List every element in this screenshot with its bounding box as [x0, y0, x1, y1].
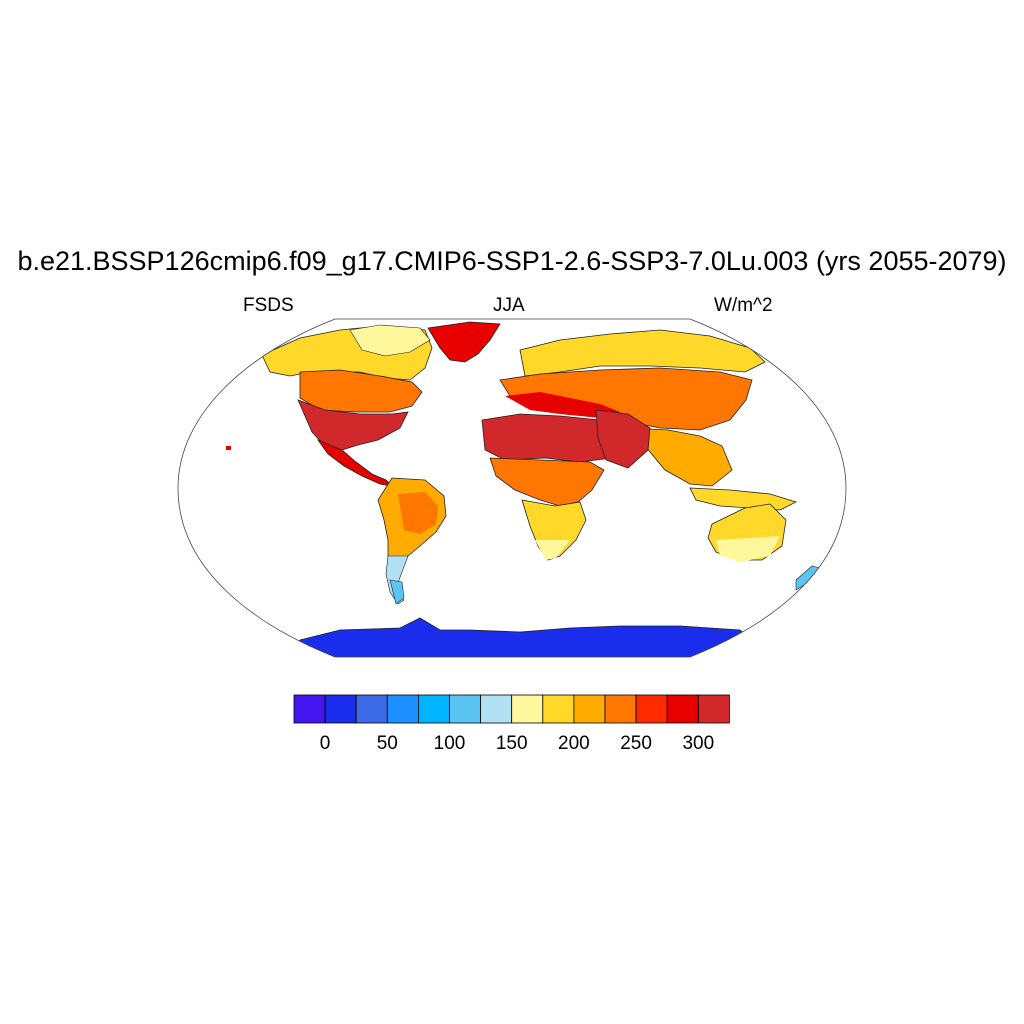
colorbar-tick-label: 100: [434, 733, 466, 754]
colorbar-box: [666, 694, 699, 724]
colorbar-box: [604, 694, 637, 724]
colorbar-labels: 0 50 100 150 200 250 300: [320, 733, 714, 754]
colorbar-box: [511, 694, 544, 724]
greenland: [427, 321, 501, 363]
south-africa-tip: [535, 540, 570, 560]
variable-label: FSDS: [243, 295, 294, 316]
south-asia: [629, 427, 733, 487]
globe-outline: [177, 318, 847, 658]
eurasia-north: [519, 329, 766, 377]
colorbar-box: [293, 694, 326, 724]
colorbar-tick-label: 150: [496, 733, 528, 754]
season-label: JJA: [493, 295, 525, 316]
colorbar-tick-label: 250: [620, 733, 652, 754]
south-america-tip: [389, 579, 405, 605]
europe-south: [505, 392, 620, 418]
colorbar-tick-label: 0: [320, 733, 331, 754]
colorbar-box: [355, 694, 388, 724]
colorbar-boxes: [293, 694, 730, 724]
south-america-south: [385, 555, 409, 605]
south-america-interior: [398, 492, 438, 534]
colorbar-box: [542, 694, 575, 724]
colorbar-tick-label: 300: [682, 733, 714, 754]
arabia: [595, 409, 651, 469]
colorbar-box: [324, 694, 357, 724]
colorbar-box: [417, 694, 450, 724]
colorbar-tick-label: 200: [558, 733, 590, 754]
australia-south: [716, 536, 780, 562]
colorbar-box: [635, 694, 668, 724]
land-fields: [226, 321, 821, 657]
colorbar-box: [573, 694, 606, 724]
plot-title: b.e21.BSSP126cmip6.f09_g17.CMIP6-SSP1-2.…: [17, 246, 1007, 276]
units-label: W/m^2: [714, 295, 773, 316]
hawaii: [226, 446, 231, 450]
colorbar-box: [480, 694, 513, 724]
colorbar-tick-label: 50: [377, 733, 398, 754]
north-america-arctic: [349, 324, 431, 357]
colorbar-box: [386, 694, 419, 724]
colorbar-box: [697, 694, 730, 724]
colorbar-box: [449, 694, 482, 724]
